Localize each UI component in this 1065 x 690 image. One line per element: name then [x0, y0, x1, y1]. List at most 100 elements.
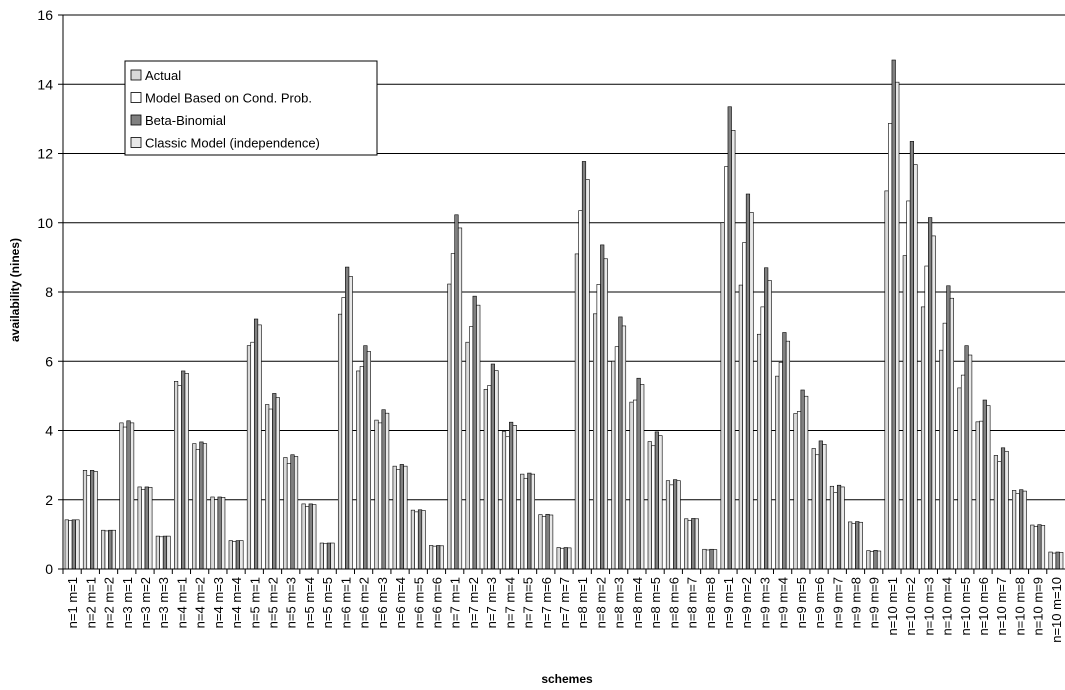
bar-1 — [283, 457, 288, 570]
bar-4 — [731, 130, 736, 570]
bar-1 — [410, 509, 415, 570]
bar-3 — [873, 549, 878, 570]
bar-4 — [676, 480, 681, 570]
y-tick-label: 14 — [37, 76, 53, 92]
bar-1 — [738, 284, 743, 570]
bar-3 — [126, 420, 131, 570]
y-tick-label: 6 — [45, 353, 53, 369]
bar-2 — [724, 166, 729, 570]
x-axis-title: schemes — [541, 672, 593, 686]
y-tick-label: 0 — [45, 561, 53, 577]
bar-1 — [265, 404, 270, 570]
bar-1 — [447, 283, 452, 570]
bar-4 — [858, 521, 863, 570]
bar-2 — [414, 511, 419, 570]
bar-1 — [629, 401, 634, 570]
bar-1 — [210, 496, 215, 570]
bar-1 — [556, 547, 561, 570]
y-tick-labels: 0 2 4 6 8 10 12 14 16 — [37, 7, 53, 577]
bar-3 — [417, 509, 423, 570]
legend-label: Model Based on Cond. Prob. — [145, 91, 312, 106]
bar-2 — [560, 547, 565, 570]
bar-1 — [520, 473, 525, 570]
bar-3 — [1055, 551, 1060, 570]
bar-4 — [275, 397, 280, 570]
bar-2 — [432, 545, 437, 570]
bar-2 — [541, 516, 547, 570]
x-tick-label: n=4 m=1 — [174, 577, 189, 628]
x-tick-label: n=7 m=6 — [539, 577, 554, 628]
bar-3 — [782, 332, 787, 570]
x-tick-label: n=9 m=6 — [812, 577, 827, 628]
bar-1 — [920, 306, 926, 570]
x-tick-label: n=9 m=2 — [739, 577, 754, 628]
x-tick-label: n=9 m=4 — [776, 577, 791, 628]
bar-3 — [581, 161, 587, 570]
legend-label: Classic Model (independence) — [145, 136, 320, 151]
x-tick-label: n=8 m=2 — [593, 577, 608, 628]
bar-2 — [450, 253, 455, 570]
bar-3 — [673, 479, 678, 570]
bar-1 — [811, 448, 816, 570]
x-tick-label: n=5 m=1 — [247, 577, 262, 628]
bar-2 — [960, 374, 966, 570]
bar-2 — [469, 326, 474, 570]
bar-1 — [957, 387, 962, 570]
x-tick-label: n=5 m=3 — [284, 577, 299, 628]
bar-1 — [356, 370, 361, 570]
bar-4 — [876, 550, 882, 570]
bar-3 — [144, 486, 149, 570]
x-tick-label: n=8 m=6 — [666, 577, 681, 628]
bar-4 — [712, 549, 718, 570]
bar-2 — [122, 426, 128, 570]
x-tick-label: n=2 m=2 — [102, 577, 117, 628]
y-tick-label: 12 — [37, 146, 53, 162]
bar-3 — [217, 496, 222, 570]
bar-4 — [694, 518, 699, 570]
bar-3 — [527, 472, 532, 570]
bar-4 — [603, 258, 608, 570]
bar-1 — [975, 421, 980, 570]
bar-2 — [851, 523, 856, 570]
x-tick-label: n=9 m=3 — [757, 577, 772, 628]
bar-1 — [301, 503, 306, 570]
x-tick-label: n=10 m=1 — [885, 577, 900, 636]
x-tick-label: n=10 m=2 — [903, 577, 918, 636]
legend-label: Beta-Binomial — [145, 113, 226, 128]
x-tick-label: n=6 m=3 — [375, 577, 390, 628]
bar-1 — [155, 535, 160, 570]
bar-2 — [377, 422, 383, 570]
bar-2 — [1033, 526, 1038, 570]
x-tick-label: n=5 m=5 — [320, 577, 335, 628]
bar-1 — [392, 465, 397, 570]
bar-3 — [745, 193, 751, 570]
bars — [64, 59, 1064, 570]
bar-3 — [235, 540, 240, 570]
bar-2 — [487, 385, 492, 570]
x-tick-label: n=9 m=7 — [830, 577, 845, 628]
bar-3 — [909, 141, 915, 570]
bar-2 — [614, 346, 619, 570]
x-tick-label: n=3 m=1 — [120, 577, 135, 628]
bar-1 — [993, 455, 998, 570]
x-tick-label: n=8 m=5 — [648, 577, 663, 628]
bar-3 — [964, 345, 969, 570]
x-tick-label: n=10 m=4 — [940, 577, 955, 636]
bar-4 — [476, 304, 481, 570]
bar-4 — [348, 276, 353, 570]
bar-2 — [633, 399, 638, 570]
bar-4 — [840, 486, 845, 570]
bar-4 — [931, 235, 936, 570]
bar-2 — [596, 284, 601, 570]
x-tick-label: n=6 m=5 — [411, 577, 426, 628]
x-tick-label: n=10 m=3 — [921, 577, 936, 636]
bar-1 — [647, 441, 652, 570]
bar-4 — [148, 486, 153, 570]
bar-1 — [192, 443, 197, 570]
bar-3 — [181, 370, 186, 570]
bar-3 — [891, 59, 896, 570]
bar-2 — [268, 408, 273, 570]
bar-4 — [93, 471, 98, 570]
bar-2 — [942, 322, 947, 570]
bar-1 — [866, 550, 871, 570]
